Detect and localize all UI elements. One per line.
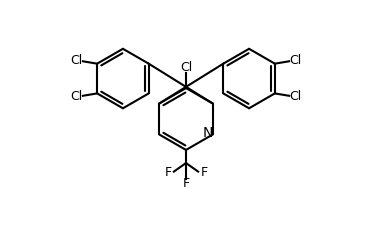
Text: F: F (201, 166, 208, 179)
Text: F: F (182, 178, 190, 190)
Text: Cl: Cl (290, 54, 302, 67)
Text: F: F (164, 166, 171, 179)
Text: N: N (202, 126, 213, 140)
Text: Cl: Cl (70, 54, 82, 67)
Text: Cl: Cl (70, 90, 82, 104)
Text: Cl: Cl (180, 61, 192, 74)
Text: Cl: Cl (290, 90, 302, 104)
